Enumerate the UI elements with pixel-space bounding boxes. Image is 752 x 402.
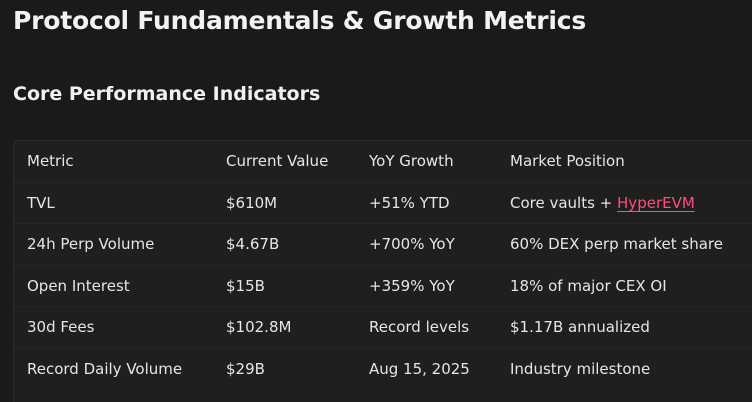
cell-position: Core vaults + HyperEVM — [497, 181, 752, 224]
cell-value: $15B — [213, 264, 356, 307]
page-title: Protocol Fundamentals & Growth Metrics — [13, 6, 587, 35]
cell-metric: 24h Perp Volume — [14, 223, 213, 265]
section-title: Core Performance Indicators — [13, 83, 321, 105]
table-row: TVL $610M +51% YTD Core vaults + HyperEV… — [14, 181, 752, 224]
table-header-row: Metric Current Value YoY Growth Market P… — [14, 141, 752, 182]
cell-metric: Open Interest — [14, 264, 213, 307]
cell-value: $610M — [213, 181, 356, 224]
hyperevm-link[interactable]: HyperEVM — [617, 193, 695, 212]
metrics-table: Metric Current Value YoY Growth Market P… — [14, 141, 752, 390]
position-prefix: Core vaults + — [510, 193, 618, 212]
cell-value: $102.8M — [213, 306, 356, 348]
cell-growth: +359% YoY — [356, 264, 497, 307]
cell-position: 18% of major CEX OI — [497, 264, 752, 307]
cell-value: $4.67B — [213, 223, 356, 265]
header-metric: Metric — [27, 152, 74, 171]
cell-position: Industry milestone — [497, 347, 752, 390]
table-row: 30d Fees $102.8M Record levels $1.17B an… — [14, 306, 752, 348]
table-row: Record Daily Volume $29B Aug 15, 2025 In… — [14, 347, 752, 390]
header-yoy-growth: YoY Growth — [369, 152, 454, 171]
cell-metric: TVL — [14, 181, 213, 224]
table-row: 24h Perp Volume $4.67B +700% YoY 60% DEX… — [14, 223, 752, 265]
cell-growth: Record levels — [356, 306, 497, 348]
cell-position: 60% DEX perp market share — [497, 223, 752, 265]
metrics-table-container: Metric Current Value YoY Growth Market P… — [13, 140, 752, 402]
cell-value: $29B — [213, 347, 356, 390]
cell-growth: +700% YoY — [356, 223, 497, 265]
cell-metric: Record Daily Volume — [14, 347, 213, 390]
cell-position: $1.17B annualized — [497, 306, 752, 348]
cell-growth: Aug 15, 2025 — [356, 347, 497, 390]
table-row: Open Interest $15B +359% YoY 18% of majo… — [14, 264, 752, 307]
cell-metric: 30d Fees — [14, 306, 213, 348]
header-current-value: Current Value — [226, 152, 329, 171]
cell-growth: +51% YTD — [356, 181, 497, 224]
header-market-position: Market Position — [510, 152, 625, 171]
